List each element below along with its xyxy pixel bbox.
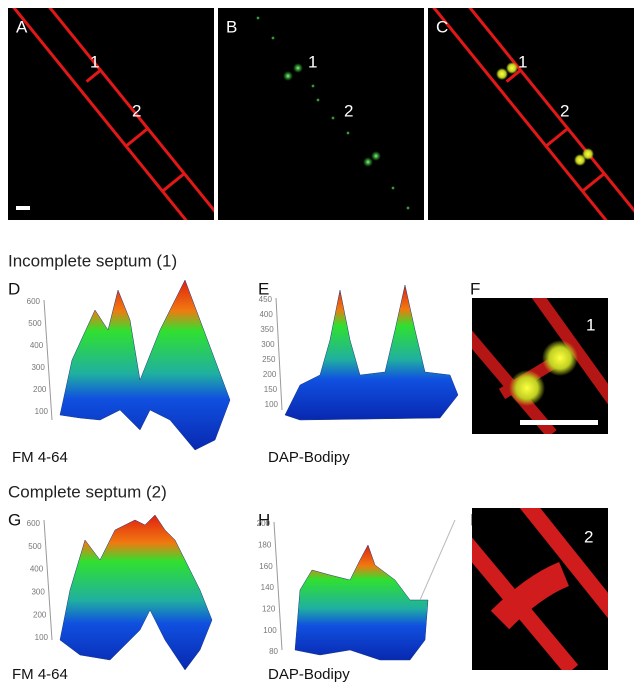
axis-tick-label: 450	[259, 295, 273, 304]
axis-tick-label: 100	[263, 626, 277, 635]
axis-tick-label: 400	[30, 341, 44, 350]
axis-tick-label: 200	[257, 519, 271, 528]
micrograph-a: A 1 2	[8, 8, 214, 220]
axis-tick-label: 250	[262, 355, 276, 364]
plot-caption: FM 4-64	[12, 666, 68, 683]
marker: 1	[90, 52, 99, 71]
plot-caption: FM 4-64	[12, 449, 68, 466]
marker: 1	[518, 52, 527, 71]
axis-tick-label: 400	[30, 565, 44, 574]
marker: 1	[586, 315, 595, 334]
panel-label: C	[436, 17, 448, 36]
marker: 2	[344, 101, 353, 120]
section-title: Complete septum (2)	[8, 482, 167, 501]
axis-tick-label: 180	[258, 540, 272, 549]
surface-g	[43, 514, 213, 671]
axis-tick-label: 600	[27, 519, 41, 528]
axis-tick-label: 100	[35, 633, 49, 642]
axis-tick-label: 300	[261, 340, 275, 349]
axis-tick-label: 200	[263, 370, 277, 379]
axis-tick-label: 500	[28, 542, 42, 551]
zoom-i: 2	[472, 508, 608, 670]
panel-label: G	[8, 510, 21, 529]
section-title: Incomplete septum (1)	[8, 251, 177, 270]
surface-d	[43, 279, 231, 451]
axis-tick-label: 300	[31, 588, 45, 597]
axis-tick-label: 200	[33, 610, 47, 619]
axis-tick-label: 80	[269, 647, 278, 656]
axis-tick-label: 600	[27, 297, 41, 306]
axis-tick-label: 500	[28, 319, 42, 328]
panel-label: A	[16, 17, 28, 36]
marker: 1	[308, 52, 317, 71]
plot-caption: DAP-Bodipy	[268, 449, 350, 466]
panel-label: F	[470, 279, 480, 298]
axis-tick-label: 350	[260, 325, 274, 334]
marker: 2	[132, 101, 141, 120]
plot-caption: DAP-Bodipy	[268, 666, 350, 683]
zoom-f: 1	[472, 298, 608, 434]
marker: 2	[584, 527, 593, 546]
axis-tick-label: 140	[261, 583, 275, 592]
axis-tick-label: 120	[262, 604, 276, 613]
surface-e	[275, 284, 459, 421]
axis-tick-label: 160	[259, 562, 273, 571]
panel-label: E	[258, 279, 269, 298]
axis-tick-label: 100	[265, 400, 279, 409]
panel-label: D	[8, 279, 20, 298]
axis-tick-label: 150	[264, 385, 278, 394]
axis-tick-label: 300	[31, 363, 45, 372]
marker: 2	[560, 101, 569, 120]
micrograph-c: C 1 2	[428, 8, 634, 220]
axis-tick-label: 400	[259, 310, 273, 319]
axis-tick-label: 200	[33, 385, 47, 394]
micrograph-b: B 1 2	[218, 8, 424, 220]
axis-tick-label: 100	[35, 407, 49, 416]
panel-label: H	[258, 510, 270, 529]
panel-label: B	[226, 17, 237, 36]
surface-h	[273, 519, 456, 661]
